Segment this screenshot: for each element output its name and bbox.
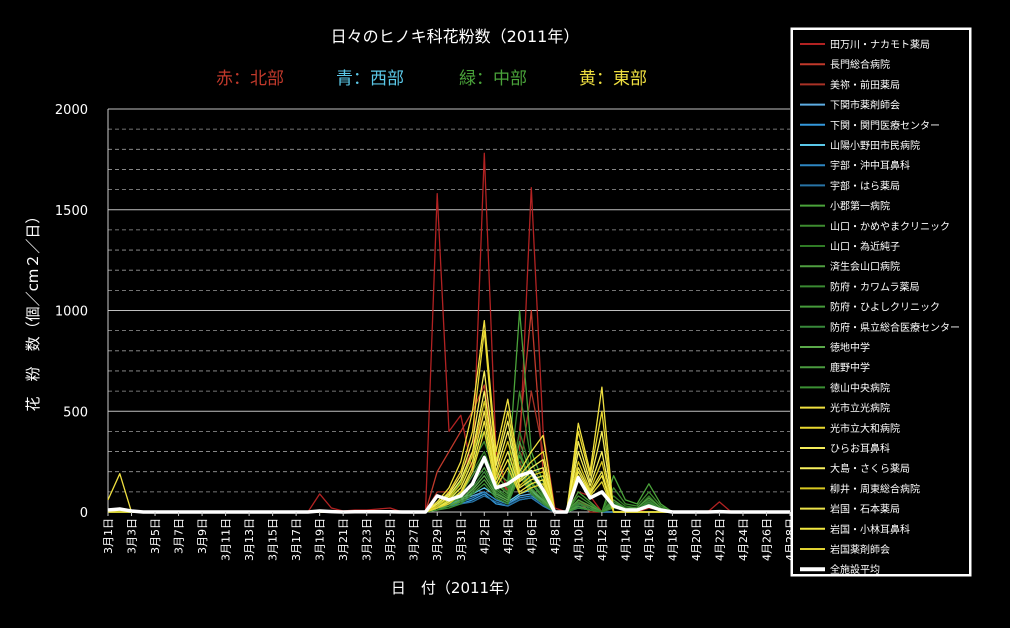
legend-label: 徳山中央病院 — [830, 381, 890, 394]
series-layer — [107, 152, 790, 514]
legend-label: 美祢・前田薬局 — [830, 78, 900, 91]
legend-label: 光市立大和病院 — [830, 422, 900, 435]
region-label: 黄：東部 — [579, 69, 647, 89]
legend-label: 全施設平均 — [830, 563, 880, 576]
x-tick-label: 4月10日 — [572, 518, 585, 561]
x-tick-label: 3月11日 — [220, 518, 233, 561]
region-label: 青：西部 — [336, 69, 404, 89]
y-tick-label: 1500 — [55, 204, 88, 219]
legend-label: 済生会山口病院 — [830, 260, 900, 273]
legend-label: 下関市薬剤師会 — [830, 99, 900, 112]
legend-label: 柳井・周東総合病院 — [830, 482, 920, 495]
series-line — [108, 450, 790, 513]
x-tick-label: 3月29日 — [431, 518, 444, 561]
legend-label: 防府・カワムラ薬局 — [830, 280, 920, 293]
legend-label: 岩国・石本薬局 — [830, 503, 900, 516]
x-tick-label: 3月1日 — [102, 518, 115, 554]
legend-label: 岩国・小林耳鼻科 — [830, 523, 910, 536]
legend: 田万川・ナカモト薬局長門総合病院美祢・前田薬局下関市薬剤師会下関・関門医療センタ… — [790, 27, 972, 577]
legend-label: 大島・さくら薬局 — [830, 462, 910, 475]
x-tick-label: 3月5日 — [149, 518, 162, 554]
x-tick-label: 3月17日 — [290, 518, 303, 561]
x-tick-label: 4月18日 — [666, 518, 679, 561]
x-tick-label: 3月31日 — [455, 518, 468, 561]
y-axis-label: 花 粉 数（個／cm２／日） — [24, 209, 42, 412]
y-tick-label: 1000 — [55, 305, 88, 320]
x-tick-label: 4月26日 — [760, 518, 773, 561]
x-tick-label: 3月13日 — [243, 518, 256, 561]
legend-label: ひらお耳鼻科 — [830, 442, 890, 455]
legend-label: 鹿野中学 — [830, 361, 870, 374]
legend-label: 防府・ひよしクリニック — [830, 301, 940, 314]
y-tick-label: 2000 — [55, 103, 88, 118]
legend-label: 防府・県立総合医療センター — [830, 321, 960, 334]
x-tick-label: 3月25日 — [384, 518, 397, 561]
x-tick-label: 4月4日 — [502, 518, 515, 554]
legend-label: 山口・為近純子 — [830, 240, 900, 253]
legend-label: 光市立光病院 — [830, 402, 890, 415]
series-line — [107, 455, 790, 514]
x-tick-label: 4月2日 — [478, 518, 491, 554]
region-labels: 赤：北部 青：西部 緑：中部 黄：東部 — [216, 69, 647, 89]
x-tick-label: 3月27日 — [408, 518, 421, 561]
y-tick-label: 0 — [80, 506, 88, 521]
x-tick-label: 3月21日 — [337, 518, 350, 561]
legend-label: 長門総合病院 — [830, 58, 890, 71]
y-tick-label: 500 — [63, 405, 88, 420]
x-tick-label: 4月20日 — [690, 518, 703, 561]
series-line — [107, 319, 790, 513]
region-label: 緑：中部 — [459, 69, 527, 89]
legend-label: 宇部・はら薬局 — [830, 179, 900, 192]
legend-label: 下関・関門医療センター — [830, 119, 940, 132]
x-tick-label: 3月15日 — [267, 518, 280, 561]
x-tick-label: 3月7日 — [173, 518, 186, 554]
legend-label: 宇部・沖中耳鼻科 — [830, 159, 910, 172]
x-tick-label: 4月22日 — [713, 518, 726, 561]
x-axis-ticks: 3月1日 3月3日 3月5日 3月7日 3月9日 3月11日 3月13日 3月15日 3月17日… — [102, 512, 797, 561]
region-label: 赤：北部 — [216, 69, 284, 89]
y-axis-ticks: 0 500 1000 1500 2000 — [55, 103, 88, 521]
series-line — [108, 152, 790, 513]
x-tick-label: 4月14日 — [619, 518, 632, 561]
x-tick-label: 3月23日 — [361, 518, 374, 561]
x-tick-label: 4月8日 — [549, 518, 562, 554]
x-tick-label: 4月6日 — [525, 518, 538, 554]
x-axis-label: 日 付（2011年） — [391, 579, 519, 597]
legend-label: 田万川・ナカモト薬局 — [830, 39, 930, 51]
legend-label: 山口・かめやまクリニック — [830, 221, 950, 233]
x-tick-label: 4月12日 — [596, 518, 609, 561]
legend-inner — [793, 30, 969, 574]
x-tick-label: 3月9日 — [196, 518, 209, 554]
legend-label: 岩国薬剤師会 — [830, 543, 890, 556]
x-tick-label: 3月3日 — [126, 518, 139, 554]
x-tick-label: 4月16日 — [643, 518, 656, 561]
x-tick-label: 3月19日 — [314, 518, 327, 561]
legend-label: 徳地中学 — [830, 341, 870, 354]
chart-title: 日々のヒノキ科花粉数（2011年） — [331, 27, 580, 46]
legend-label: 山陽小野田市民病院 — [830, 139, 920, 152]
x-tick-label: 4月24日 — [737, 518, 750, 561]
legend-label: 小郡第一病院 — [830, 200, 890, 213]
